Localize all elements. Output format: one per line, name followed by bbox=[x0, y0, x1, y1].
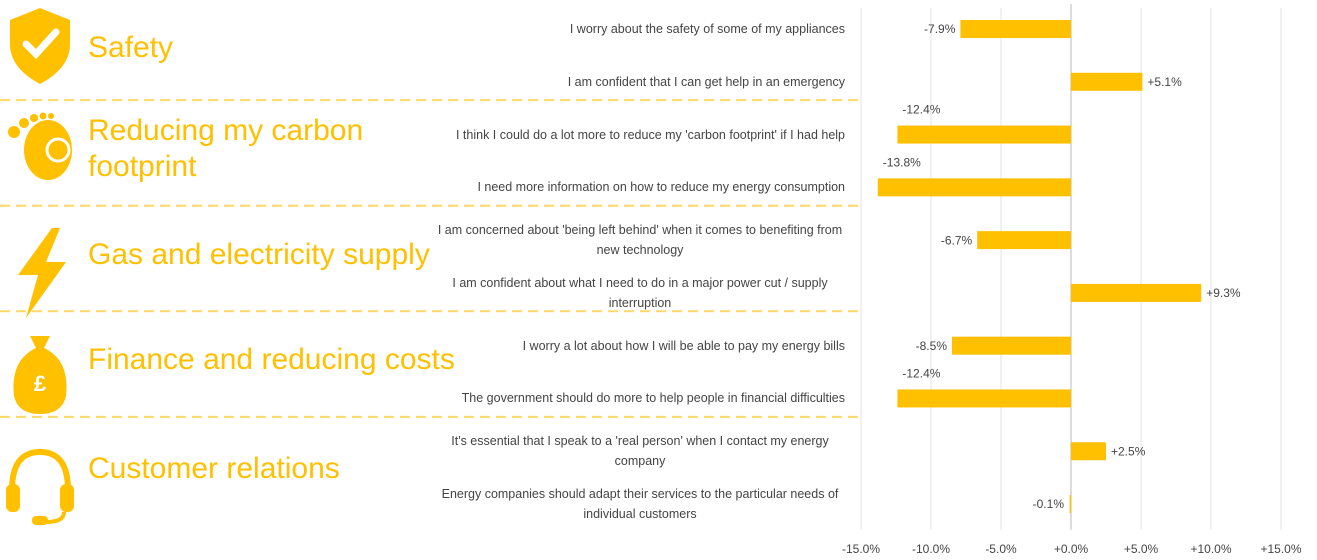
value-label: -12.4% bbox=[902, 103, 940, 117]
x-tick-label: +5.0% bbox=[1124, 542, 1159, 556]
category-label: Energy companies should adapt their serv… bbox=[435, 484, 845, 524]
bag-icon bbox=[13, 336, 67, 414]
bar bbox=[977, 231, 1071, 250]
x-tick-label: -15.0% bbox=[842, 542, 880, 556]
group-title: Customer relations bbox=[88, 452, 340, 486]
group-title: Reducing my carbon footprint bbox=[88, 113, 364, 183]
bar bbox=[960, 20, 1071, 38]
group-title: Finance and reducing costs bbox=[88, 343, 455, 377]
category-label-text: I think I could do a lot more to reduce … bbox=[455, 127, 845, 142]
category-label-text: I worry about the safety of some of my a… bbox=[569, 22, 845, 36]
category-label-text: The government should do more to help pe… bbox=[461, 391, 845, 406]
value-label: +9.3% bbox=[1206, 286, 1241, 300]
bar bbox=[897, 389, 1071, 408]
bar bbox=[1069, 495, 1071, 514]
x-tick-label: -5.0% bbox=[985, 542, 1017, 556]
pound-sign: £ bbox=[34, 371, 47, 396]
x-tick-label: +0.0% bbox=[1054, 542, 1089, 556]
bar bbox=[1071, 283, 1202, 302]
icons: £ bbox=[6, 8, 74, 525]
bar bbox=[877, 178, 1071, 197]
value-label: -12.4% bbox=[902, 367, 940, 381]
value-label: +5.1% bbox=[1147, 75, 1182, 89]
value-label: -0.1% bbox=[1033, 497, 1065, 511]
category-label-text: I am confident about what I need to do i… bbox=[452, 275, 828, 310]
group-title: Safety bbox=[88, 31, 174, 65]
category-label: It's essential that I speak to a 'real p… bbox=[435, 431, 845, 471]
category-label-text: It's essential that I speak to a 'real p… bbox=[451, 434, 829, 469]
value-label: -13.8% bbox=[883, 156, 921, 170]
category-label-text: I worry a lot about how I will be able t… bbox=[522, 338, 845, 353]
value-label: -7.9% bbox=[924, 22, 956, 36]
value-label: -6.7% bbox=[941, 233, 973, 247]
category-label: I am confident that I can get help in an… bbox=[568, 72, 845, 92]
x-tick-label: -10.0% bbox=[912, 542, 950, 556]
value-label: -8.5% bbox=[916, 339, 948, 353]
category-label: I worry a lot about how I will be able t… bbox=[523, 336, 845, 356]
group-title: Gas and electricity supply bbox=[88, 237, 430, 271]
category-label-text: I am confident that I can get help in an… bbox=[567, 74, 845, 89]
category-label: I am confident about what I need to do i… bbox=[435, 273, 845, 313]
category-label: I worry about the safety of some of my a… bbox=[570, 19, 845, 39]
bar bbox=[1071, 72, 1143, 91]
category-label: I am concerned about 'being left behind'… bbox=[435, 220, 845, 260]
bar bbox=[952, 336, 1071, 355]
x-tick-label: +15.0% bbox=[1260, 542, 1301, 556]
category-label-text: Energy companies should adapt their serv… bbox=[441, 487, 839, 522]
category-label: The government should do more to help pe… bbox=[462, 388, 845, 408]
bolt-icon bbox=[18, 228, 66, 318]
bar bbox=[897, 125, 1071, 144]
value-label: +2.5% bbox=[1111, 444, 1146, 458]
headset-icon bbox=[9, 448, 71, 491]
check bbox=[22, 28, 60, 60]
bar bbox=[1071, 442, 1106, 461]
category-label: I need more information on how to reduce… bbox=[477, 177, 845, 197]
category-label-text: I am concerned about 'being left behind'… bbox=[437, 223, 843, 258]
category-label: I think I could do a lot more to reduce … bbox=[456, 125, 845, 145]
category-label-text: I need more information on how to reduce… bbox=[477, 180, 845, 195]
x-tick-label: +10.0% bbox=[1190, 542, 1231, 556]
